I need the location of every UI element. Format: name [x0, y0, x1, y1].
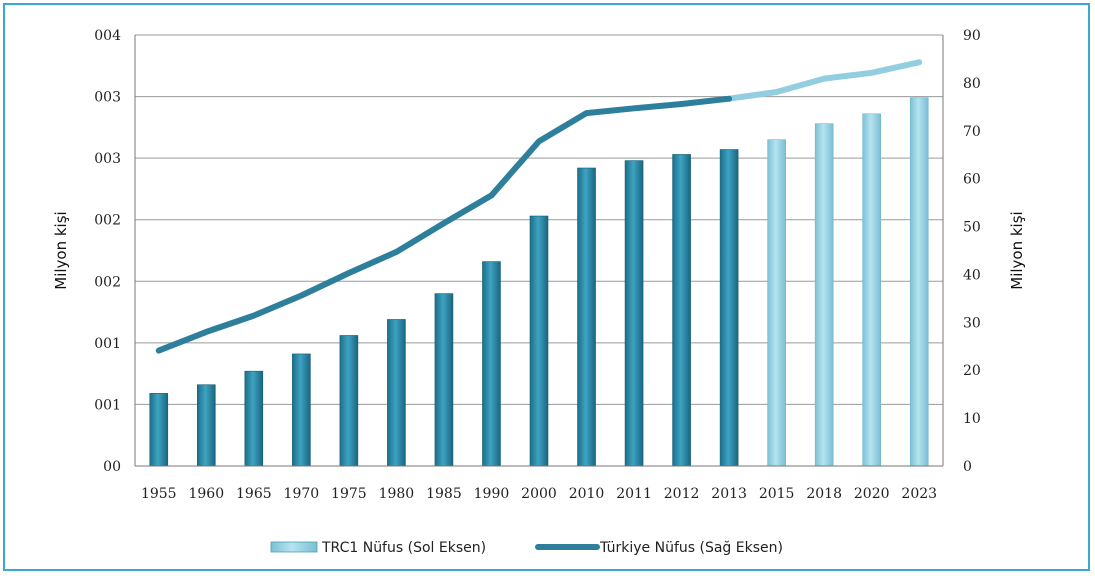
x-tick-label: 2013	[711, 486, 747, 502]
bar	[149, 393, 169, 467]
legend-bar-label: TRC1 Nüfus (Sol Eksen)	[321, 540, 486, 556]
left-axis-title: Milyon kişi	[52, 211, 70, 289]
x-tick-label: 2000	[521, 486, 557, 502]
bar-series	[149, 97, 929, 467]
legend: TRC1 Nüfus (Sol Eksen) Türkiye Nüfus (Sağ…	[270, 540, 783, 556]
bar	[909, 97, 929, 467]
right-tick-label: 60	[963, 172, 981, 188]
left-tick-label: 002	[94, 213, 121, 229]
x-tick-label: 2010	[569, 486, 605, 502]
right-tick-label: 40	[963, 267, 981, 283]
x-tick-label: 2015	[759, 486, 795, 502]
left-tick-label: 003	[94, 151, 121, 167]
x-tick-label: 1975	[331, 486, 367, 502]
bar	[529, 215, 549, 467]
x-tick-label: 2023	[901, 486, 937, 502]
bar	[482, 261, 501, 467]
left-tick-label: 004	[94, 28, 121, 44]
axes: 00 001 001 002 002 003 003 004 0 10 20 30 40 50 60 70 80…	[52, 28, 1026, 502]
bar	[577, 167, 596, 467]
x-tick-label: 1960	[188, 486, 224, 502]
bar	[339, 335, 359, 467]
bar	[719, 149, 739, 467]
right-tick-label: 30	[963, 315, 981, 331]
right-tick-label: 10	[963, 411, 981, 427]
x-tick-label: 1990	[474, 486, 510, 502]
x-tick-label: 1970	[284, 486, 320, 502]
right-tick-label: 20	[963, 363, 981, 379]
bar	[672, 154, 691, 467]
x-tick-label: 1980	[379, 486, 415, 502]
right-tick-label: 0	[963, 459, 972, 475]
bar	[624, 160, 644, 467]
x-tick-label: 1985	[426, 486, 462, 502]
left-tick-label: 002	[94, 274, 121, 290]
bar	[196, 384, 216, 467]
bar	[814, 123, 834, 467]
x-tick-label: 2012	[664, 486, 700, 502]
legend-bar-swatch	[270, 541, 318, 553]
left-tick-label: 00	[103, 459, 121, 475]
x-tick-label: 2011	[616, 486, 652, 502]
bar	[292, 353, 311, 467]
left-tick-label: 001	[94, 336, 121, 352]
bar	[244, 370, 264, 467]
x-tick-label: 1955	[141, 486, 177, 502]
right-tick-label: 80	[963, 76, 981, 92]
right-tick-label: 50	[963, 220, 981, 236]
right-tick-label: 90	[963, 28, 981, 44]
legend-line-label: Türkiye Nüfus (Sağ Eksen)	[599, 540, 783, 556]
x-tick-label: 2020	[854, 486, 890, 502]
left-tick-label: 001	[94, 397, 121, 413]
x-tick-label: 2018	[806, 486, 842, 502]
right-axis-title: Milyon kişi	[1008, 211, 1026, 289]
x-tick-label: 1965	[236, 486, 272, 502]
line-projected	[726, 59, 923, 102]
right-tick-label: 70	[963, 124, 981, 140]
line-actual	[155, 95, 733, 354]
bar	[767, 139, 786, 467]
bar	[862, 113, 882, 467]
left-tick-label: 003	[94, 90, 121, 106]
bar	[434, 293, 454, 467]
line-series	[155, 59, 923, 354]
bar	[387, 319, 406, 467]
